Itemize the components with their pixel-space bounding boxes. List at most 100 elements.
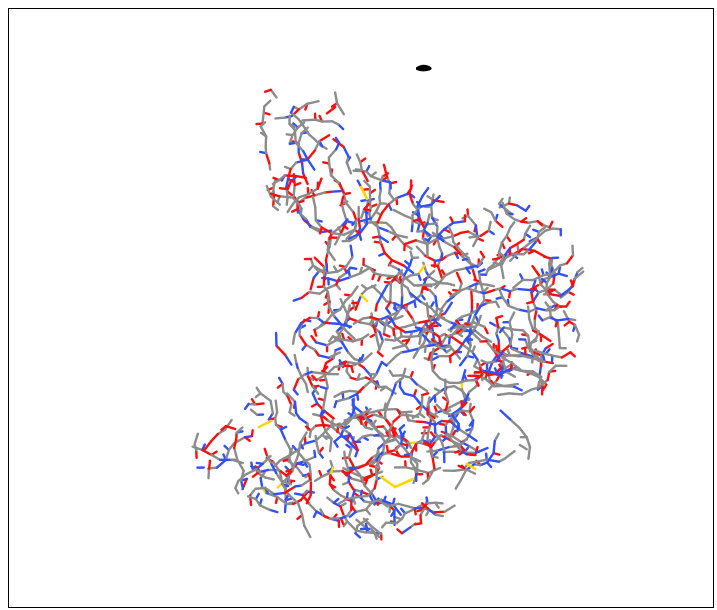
bond — [283, 485, 297, 495]
bond — [526, 305, 531, 320]
bond — [498, 288, 504, 299]
bond — [414, 438, 424, 446]
bond — [386, 502, 400, 508]
bond — [318, 134, 331, 143]
bond — [334, 276, 341, 286]
bond — [456, 422, 460, 433]
bond — [460, 389, 471, 401]
bond — [267, 412, 275, 421]
bond — [412, 347, 421, 359]
bond — [520, 351, 535, 358]
bond — [510, 347, 523, 355]
bond — [419, 300, 432, 309]
bond — [461, 343, 474, 354]
bond — [291, 332, 297, 345]
bond — [415, 344, 427, 351]
bond — [325, 338, 339, 347]
bond — [328, 236, 333, 248]
bond — [302, 457, 311, 466]
bond — [557, 327, 561, 340]
bond — [312, 270, 320, 280]
bond — [325, 105, 337, 115]
bond — [250, 429, 254, 438]
bond — [408, 192, 415, 206]
bond — [429, 439, 437, 449]
bond — [296, 466, 305, 477]
bond — [311, 385, 320, 395]
bond — [275, 344, 287, 356]
bond — [426, 320, 438, 329]
molecule-viewer[interactable] — [8, 8, 714, 608]
bond — [400, 410, 413, 414]
bond — [423, 420, 437, 426]
bond — [293, 321, 303, 335]
bond — [255, 386, 262, 395]
bond — [471, 267, 477, 281]
bond — [389, 275, 398, 284]
bond — [443, 411, 454, 417]
bond — [378, 235, 389, 244]
bond — [288, 403, 293, 414]
bond — [351, 403, 364, 415]
bond — [548, 316, 559, 322]
bond — [494, 219, 504, 229]
bond — [255, 122, 264, 126]
bond — [417, 264, 426, 276]
bond — [488, 263, 501, 271]
bond — [434, 295, 439, 310]
bond — [536, 378, 550, 389]
molecule-canvas[interactable] — [9, 9, 713, 607]
bond — [390, 381, 398, 396]
bond — [541, 316, 551, 322]
bond — [495, 349, 505, 363]
bond — [501, 354, 512, 358]
bond — [430, 354, 441, 362]
bond — [376, 226, 389, 232]
bond — [288, 133, 294, 145]
bond — [370, 452, 380, 460]
bond — [358, 217, 373, 223]
bond — [388, 263, 400, 271]
bond — [387, 434, 404, 439]
bond — [349, 285, 359, 297]
bond — [279, 428, 287, 442]
bond — [505, 226, 512, 238]
bond — [324, 356, 335, 365]
bond — [507, 304, 520, 311]
bond — [360, 333, 370, 340]
bond — [366, 487, 376, 498]
bond — [365, 419, 374, 427]
bond — [448, 348, 460, 358]
bond — [394, 324, 407, 334]
bond — [400, 526, 412, 535]
bond — [387, 196, 398, 206]
bond — [419, 283, 425, 296]
bond — [294, 158, 309, 164]
bond — [370, 373, 378, 382]
bond — [316, 371, 330, 376]
bond — [349, 266, 358, 271]
bond — [495, 314, 504, 320]
bond — [284, 439, 292, 452]
bond — [291, 196, 302, 208]
bond — [352, 317, 365, 325]
bond — [391, 344, 407, 350]
bond — [303, 524, 312, 539]
bond — [487, 220, 492, 232]
bond — [497, 197, 504, 206]
bond — [420, 429, 427, 442]
bond — [384, 338, 396, 342]
bond — [224, 448, 231, 462]
bond — [316, 177, 323, 190]
bond — [317, 268, 328, 273]
bond — [207, 459, 212, 472]
bond — [259, 392, 272, 403]
bond — [311, 392, 319, 405]
bond — [237, 473, 247, 483]
bond — [341, 470, 350, 475]
bond — [374, 302, 379, 312]
bond — [382, 324, 387, 336]
bond — [268, 508, 279, 514]
bond — [360, 168, 369, 183]
bond — [411, 203, 420, 212]
